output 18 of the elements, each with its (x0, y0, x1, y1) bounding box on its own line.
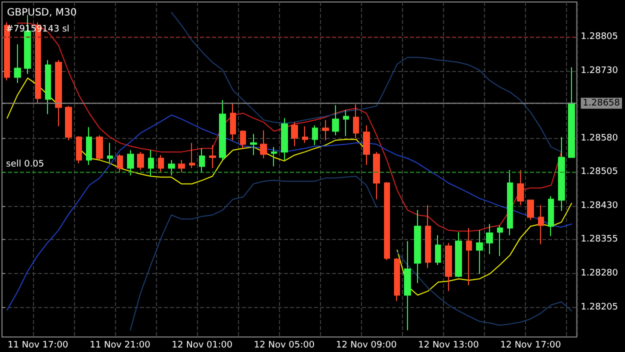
x-tick-label: 12 Nov 17:00 (500, 340, 562, 350)
y-tick-label: 1.28580 (580, 133, 618, 144)
x-tick-label: 12 Nov 09:00 (336, 340, 397, 350)
y-tick-label: 1.28280 (580, 268, 618, 279)
y-tick-label: 1.28505 (580, 167, 618, 178)
y-tick-label: 1.28805 (580, 32, 618, 42)
text: GBPUSD, M30 (7, 8, 77, 18)
x-tick-label: 11 Nov 21:00 (90, 340, 151, 350)
x-tick-label: 11 Nov 17:00 (8, 340, 69, 350)
x-tick-label: 12 Nov 01:00 (172, 340, 233, 350)
ref-line-label: sell 0.05 (6, 160, 44, 170)
y-tick-label: 1.28658 (582, 98, 620, 108)
x-tick-label: 12 Nov 13:00 (418, 340, 480, 350)
x-tick-label: 12 Nov 05:00 (254, 340, 315, 350)
y-tick-label: 1.28205 (580, 302, 618, 312)
y-tick-label: 1.28730 (580, 66, 618, 76)
y-tick-label: 1.28355 (580, 234, 618, 245)
y-tick-label: 1.28430 (580, 200, 618, 211)
